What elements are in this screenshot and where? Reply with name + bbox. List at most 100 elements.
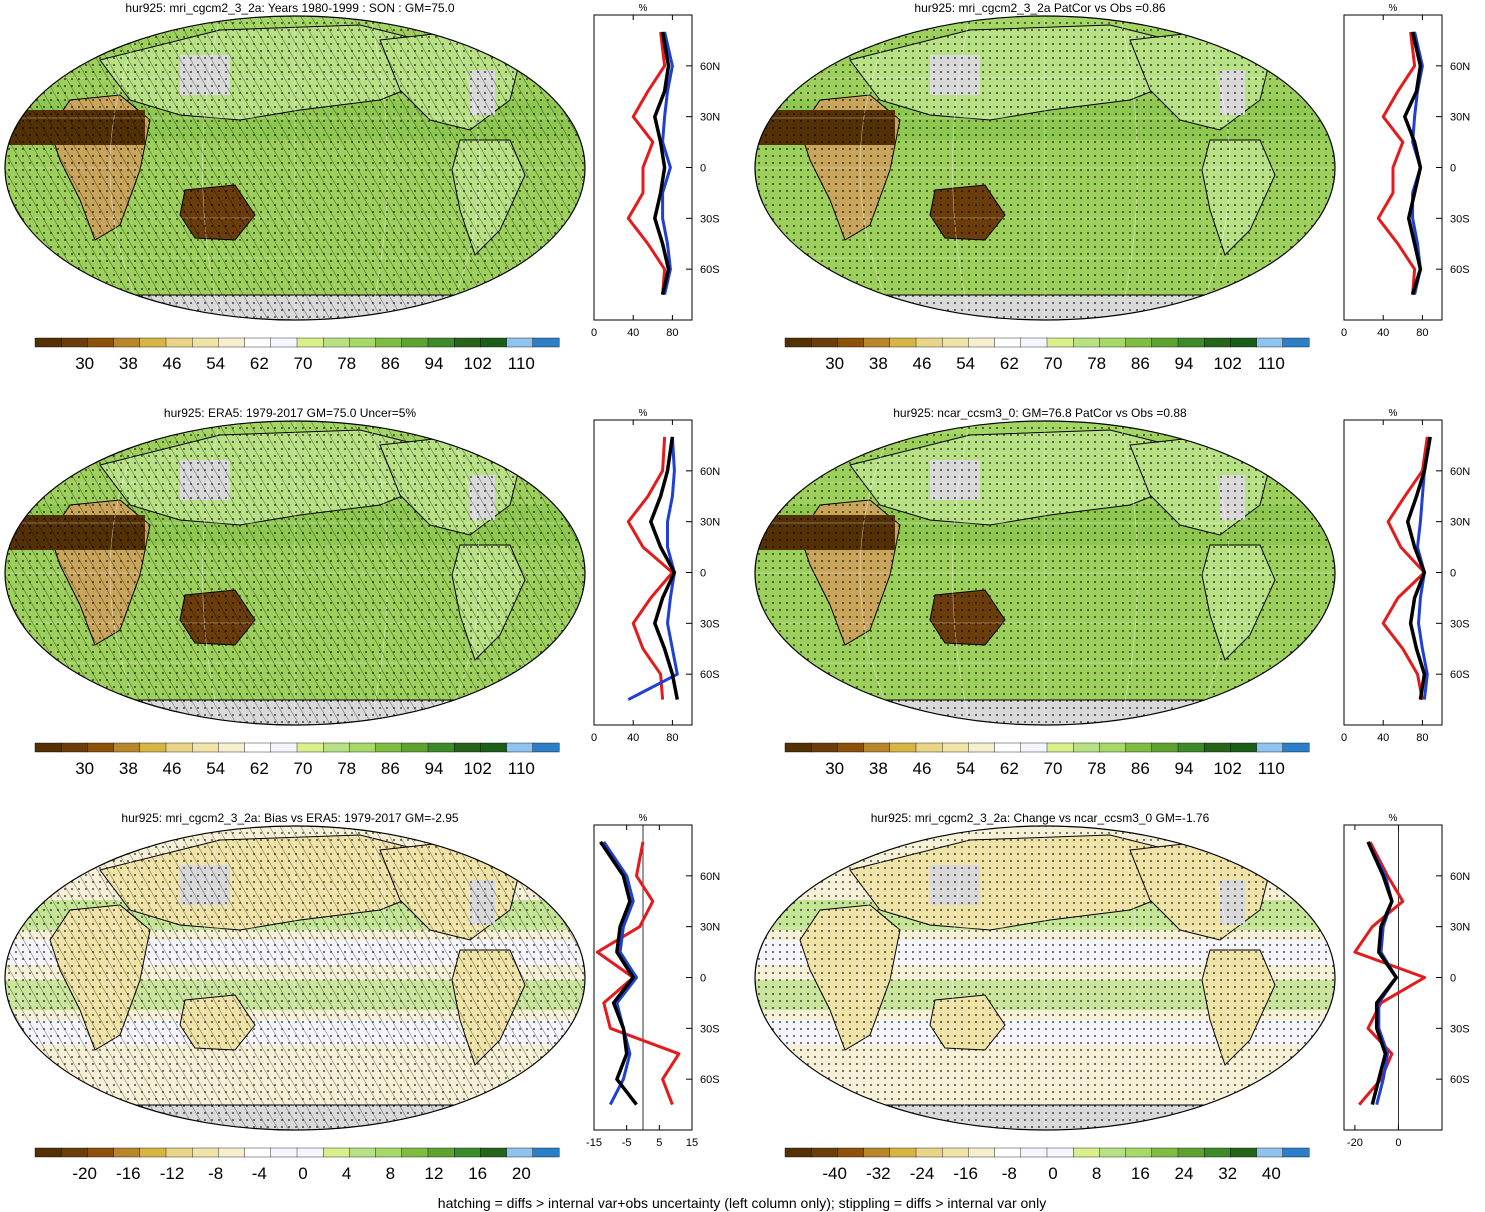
colorbar-label: 0 bbox=[298, 1164, 307, 1183]
profile-x-label: -5 bbox=[622, 1137, 632, 1149]
profile-unit: % bbox=[639, 813, 648, 824]
profile-series-zonal bbox=[1405, 436, 1432, 700]
map bbox=[4, 15, 586, 321]
profile-series-zonal bbox=[1366, 841, 1399, 1106]
colorbar-cell bbox=[784, 742, 812, 753]
colorbar-cell bbox=[1020, 1147, 1048, 1158]
hatching bbox=[5, 826, 585, 1130]
colorbar-label: 30 bbox=[825, 354, 844, 373]
colorbar-cell bbox=[1230, 1147, 1258, 1158]
colorbar-cell bbox=[427, 742, 455, 753]
colorbar-label: -20 bbox=[72, 1164, 97, 1183]
colorbar-cell bbox=[401, 1147, 429, 1158]
colorbar-cell bbox=[889, 742, 917, 753]
colorbar-cell bbox=[1230, 337, 1258, 348]
panel-p4: hur925: ncar_ccsm3_0: GM=76.8 PatCor vs … bbox=[754, 406, 1470, 778]
panel-title: hur925: mri_cgcm2_3_2a: Change vs ncar_c… bbox=[871, 811, 1210, 825]
profile: % 60N 30N 0 30S 60S -15 -5 5 15 bbox=[586, 813, 720, 1149]
colorbar-cell bbox=[1046, 337, 1074, 348]
colorbar-cell bbox=[837, 337, 865, 348]
profile: % 60N 30N 0 30S 60S 0 40 80 bbox=[591, 3, 720, 339]
colorbar-cell bbox=[915, 742, 943, 753]
colorbar-cell bbox=[1230, 742, 1258, 753]
colorbar-cell bbox=[191, 742, 219, 753]
profile-lat-label: 0 bbox=[700, 568, 706, 580]
colorbar-cell bbox=[837, 742, 865, 753]
profile-x-label: 0 bbox=[591, 327, 597, 339]
colorbar-label: 30 bbox=[75, 759, 94, 778]
colorbar-cell bbox=[1099, 337, 1127, 348]
profile-series-zonal bbox=[599, 840, 638, 1106]
map bbox=[754, 15, 1336, 321]
colorbar-cell bbox=[1204, 337, 1231, 348]
colorbar-cell bbox=[1282, 742, 1310, 753]
colorbar-cell bbox=[968, 742, 996, 753]
profile-x-label: 5 bbox=[656, 1137, 662, 1149]
colorbar-label: 54 bbox=[956, 759, 975, 778]
colorbar-label: 70 bbox=[1044, 759, 1063, 778]
profile-lat-label: 0 bbox=[1450, 163, 1456, 175]
colorbar-label: 86 bbox=[1131, 354, 1150, 373]
colorbar-cell bbox=[784, 1147, 812, 1158]
colorbar-label: 54 bbox=[956, 354, 975, 373]
profile-lat-label: 0 bbox=[1450, 568, 1456, 580]
colorbar-cell bbox=[1099, 1147, 1127, 1158]
colorbar-cell bbox=[296, 742, 324, 753]
profile-lat-label: 60N bbox=[1450, 61, 1470, 73]
colorbar-cell bbox=[454, 1147, 481, 1158]
panel-title: hur925: mri_cgcm2_3_2a: Bias vs ERA5: 19… bbox=[121, 811, 459, 825]
profile-lat-label: 30S bbox=[1450, 1023, 1470, 1035]
colorbar-cell bbox=[349, 337, 377, 348]
profile-x-label: 40 bbox=[627, 327, 639, 339]
colorbar-cell bbox=[968, 1147, 996, 1158]
profile-series-zonal bbox=[1403, 31, 1423, 296]
colorbar-cell bbox=[1256, 1147, 1284, 1158]
colorbar-cell bbox=[941, 742, 969, 753]
colorbar-cell bbox=[784, 337, 812, 348]
colorbar-label: 94 bbox=[1175, 354, 1194, 373]
map bbox=[4, 420, 586, 726]
colorbar-cell bbox=[1099, 742, 1127, 753]
colorbar-label: 38 bbox=[869, 354, 888, 373]
profile-lat-label: 60N bbox=[1450, 466, 1470, 478]
colorbar-cell bbox=[270, 1147, 298, 1158]
colorbar-label: 102 bbox=[1213, 354, 1241, 373]
map bbox=[4, 825, 586, 1131]
colorbar-cell bbox=[113, 337, 141, 348]
map-outline bbox=[4, 15, 586, 321]
colorbar-cell bbox=[1020, 742, 1048, 753]
colorbar-label: 54 bbox=[206, 354, 225, 373]
colorbar-cell bbox=[968, 337, 996, 348]
colorbar-cell bbox=[532, 742, 560, 753]
colorbar-cell bbox=[1177, 337, 1205, 348]
colorbar-label: -12 bbox=[160, 1164, 185, 1183]
colorbar-cell bbox=[454, 742, 481, 753]
colorbar-label: 94 bbox=[1175, 759, 1194, 778]
colorbar-cell bbox=[837, 1147, 865, 1158]
colorbar-label: 110 bbox=[1258, 759, 1285, 778]
colorbar-cell bbox=[915, 337, 943, 348]
colorbar-cell bbox=[1256, 742, 1284, 753]
map-body bbox=[755, 16, 1335, 320]
colorbar: -20 -16 -12 -8 -4 0 4 8 12 16 20 bbox=[34, 1147, 560, 1183]
colorbar-label: -32 bbox=[866, 1164, 891, 1183]
colorbar-cell bbox=[375, 742, 403, 753]
colorbar-cell bbox=[1125, 337, 1153, 348]
profile-lat-label: 60S bbox=[1450, 1074, 1470, 1086]
colorbar-cell bbox=[915, 1147, 943, 1158]
colorbar-cell bbox=[34, 1147, 62, 1158]
colorbar-label: -8 bbox=[1002, 1164, 1017, 1183]
panel-p2: hur925: mri_cgcm2_3_2a PatCor vs Obs =0.… bbox=[754, 1, 1470, 373]
colorbar-cell bbox=[113, 1147, 141, 1158]
colorbar-cell bbox=[1177, 742, 1205, 753]
colorbar-label: -16 bbox=[116, 1164, 141, 1183]
colorbar: 30 38 46 54 62 70 78 86 94 102 110 bbox=[34, 742, 560, 778]
colorbar-cell bbox=[191, 1147, 219, 1158]
colorbar-label: 46 bbox=[913, 354, 932, 373]
colorbar-cell bbox=[863, 337, 891, 348]
map-outline bbox=[4, 420, 586, 726]
colorbar-cell bbox=[270, 337, 298, 348]
colorbar-cell bbox=[941, 1147, 969, 1158]
profile-unit: % bbox=[1389, 3, 1398, 14]
colorbar-cell bbox=[349, 742, 377, 753]
